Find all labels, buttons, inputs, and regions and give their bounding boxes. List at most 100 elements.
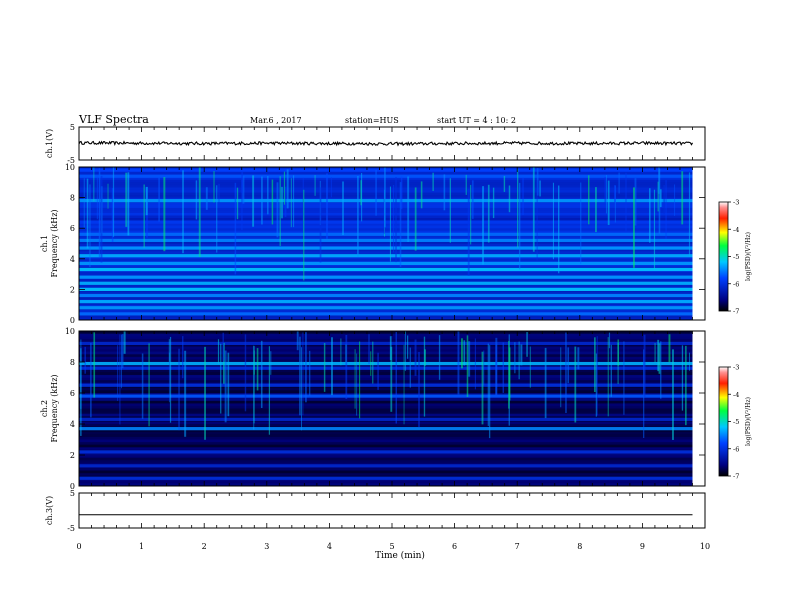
- spectrogram-ch1-streak: [213, 171, 215, 203]
- spectrogram-ch2-row: [79, 390, 693, 394]
- spectrogram-ch2-streak: [438, 335, 441, 380]
- spectrogram-ch1-streak: [420, 181, 423, 209]
- spectrogram-ch2-row: [79, 398, 693, 402]
- spectrogram-ch1-band: [79, 261, 693, 265]
- time-axis-label: Time (min): [375, 550, 425, 561]
- waveform-ch1-panel: 5 -5 ch.1(V): [45, 123, 706, 165]
- spectrogram-ch2-streak: [560, 347, 562, 408]
- spectrogram-ch1-streak: [127, 172, 130, 236]
- spectrogram-ch1-streak: [634, 178, 637, 226]
- spectrogram-ch1-streak: [449, 178, 451, 243]
- spectrogram-ch2-streak: [141, 353, 144, 419]
- spectrogram-ch2-row: [79, 364, 693, 368]
- spectrogram-ch2-band: [79, 366, 693, 370]
- spectrogram-ch1-streak: [143, 184, 145, 248]
- spectrogram-ch2-streak: [658, 343, 661, 374]
- spectrogram-ch1-streak: [432, 172, 434, 191]
- spectrogram-ch1-streak: [487, 184, 490, 243]
- spectrogram-ch2-ylabel: ch.2: [40, 400, 49, 417]
- spectrogram-ch2-row: [79, 369, 693, 373]
- spectrogram-ch2-streak: [296, 331, 299, 351]
- spectrogram-ch1-streak: [276, 182, 279, 238]
- waveform-ch3-ylabel: ch.3(V): [45, 496, 54, 525]
- spectrogram-ch1-streak: [261, 176, 263, 225]
- spectrogram-ch2-row: [79, 424, 693, 427]
- spectrogram-ch1-streak: [595, 187, 597, 233]
- spectrogram-ch2-streak: [607, 337, 609, 417]
- spectrogram-ch1-ytick-label: 4: [70, 255, 75, 264]
- spectrogram-ch2-row: [79, 429, 693, 433]
- spectrogram-ch1-streak: [389, 186, 391, 262]
- spectrogram-ch2-band: [79, 450, 693, 454]
- spectrogram-ch2-streak: [390, 346, 393, 412]
- spectrogram-ch2-streak: [340, 338, 342, 366]
- spectrogram-ch1-streak: [414, 187, 417, 251]
- spectrogram-ch2-streak: [370, 351, 372, 376]
- spectrogram-ch2-row: [79, 354, 693, 358]
- spectrogram-ch1-band: [79, 238, 693, 243]
- spectrogram-ch1-band: [79, 300, 693, 304]
- spectrogram-ch2-streak: [354, 349, 356, 409]
- colorbar-tick-label: -7: [733, 308, 739, 316]
- spectrogram-ch2-ylabel: Frequency (kHz): [50, 374, 59, 442]
- spectrogram-ch1-streak: [96, 177, 98, 220]
- spectrogram-ch2-streak: [168, 339, 170, 362]
- spectrogram-ch2-streak: [495, 337, 498, 395]
- spectrogram-ch2-streak: [514, 342, 516, 374]
- spectrogram-ch1-streak: [648, 188, 651, 243]
- spectrogram-ch1-streak: [375, 169, 377, 216]
- spectrogram-ch2-streak: [574, 346, 577, 423]
- spectrogram-ch2-row: [79, 434, 693, 438]
- spectrogram-ch1-streak: [522, 177, 524, 216]
- waveform-ch1-ytick-label: -5: [67, 156, 75, 165]
- spectrogram-ch1-streak: [399, 182, 402, 267]
- spectrogram-ch2-streak: [483, 350, 485, 386]
- spectrogram-ch2-band: [79, 417, 693, 421]
- colorbar-tick-label: -5: [733, 418, 739, 426]
- spectrogram-ch2-streak: [688, 352, 690, 371]
- spectrogram-ch2-row: [79, 483, 693, 487]
- spectrogram-ch1-streak: [145, 186, 148, 216]
- spectrogram-ch1-ylabel: ch.1: [40, 235, 49, 252]
- spectrogram-ch1-row: [79, 243, 693, 247]
- spectrogram-ch2-row: [79, 467, 693, 471]
- waveform-ch1-ytick-label: 5: [70, 123, 75, 132]
- spectrogram-ch1-streak: [604, 177, 607, 204]
- spectrogram-ch1-streak: [539, 180, 541, 197]
- spectrogram-ch1-streak: [674, 184, 676, 216]
- spectrogram-ch2-streak: [466, 335, 469, 397]
- spectrogram-ch1-row: [79, 263, 693, 267]
- spectrogram-ch2-row: [79, 455, 693, 458]
- spectrogram-ch1-streak: [471, 180, 474, 219]
- spectrogram-ch2-streak: [299, 336, 301, 416]
- spectrogram-ch2-row: [79, 405, 693, 409]
- spectrogram-ch2-streak: [526, 332, 528, 357]
- time-axis: 0 1 2 3 4 5 6 7 8 9 10: [76, 542, 710, 551]
- spectrogram-ch1-streak: [89, 184, 91, 268]
- spectrogram-ch1-streak: [330, 177, 332, 198]
- spectrogram-ch1-panel: 0 2 4 6 8 10 ch.1 Frequency (kHz): [40, 163, 706, 325]
- spectrogram-ch2-band: [79, 361, 693, 366]
- spectrogram-ch2-row: [79, 416, 693, 420]
- spectrogram-ch1-streak: [158, 177, 160, 222]
- spectrogram-ch1-streak: [532, 167, 535, 252]
- spectrogram-ch2-row: [79, 457, 693, 461]
- spectrogram-ch2-streak: [671, 349, 674, 440]
- spectrogram-ch2-streak: [323, 343, 326, 392]
- spectrogram-ch1-ytick-label: 0: [70, 316, 75, 325]
- spectrogram-ch2-streak: [389, 336, 392, 361]
- colorbar-tick-label: -3: [733, 199, 739, 207]
- spectrogram-ch1-band: [79, 281, 693, 285]
- spectrogram-ch2-streak: [407, 335, 409, 359]
- time-tick-label: 1: [139, 542, 144, 551]
- spectrogram-ch1-row: [79, 235, 693, 239]
- spectrogram-ch1-streak: [395, 176, 397, 263]
- spectrogram-ch1-streak: [517, 168, 519, 248]
- station-label: station=HUS: [345, 116, 399, 125]
- spectrogram-ch2-streak: [260, 340, 263, 409]
- spectrogram-ch2-ytick-label: 6: [70, 389, 75, 398]
- spectrogram-ch1-colorbar-scale: [718, 201, 729, 312]
- spectrogram-ch2-streak: [377, 352, 379, 390]
- colorbar-tick-label: -7: [733, 473, 739, 481]
- spectrogram-ch2-streak: [657, 339, 660, 372]
